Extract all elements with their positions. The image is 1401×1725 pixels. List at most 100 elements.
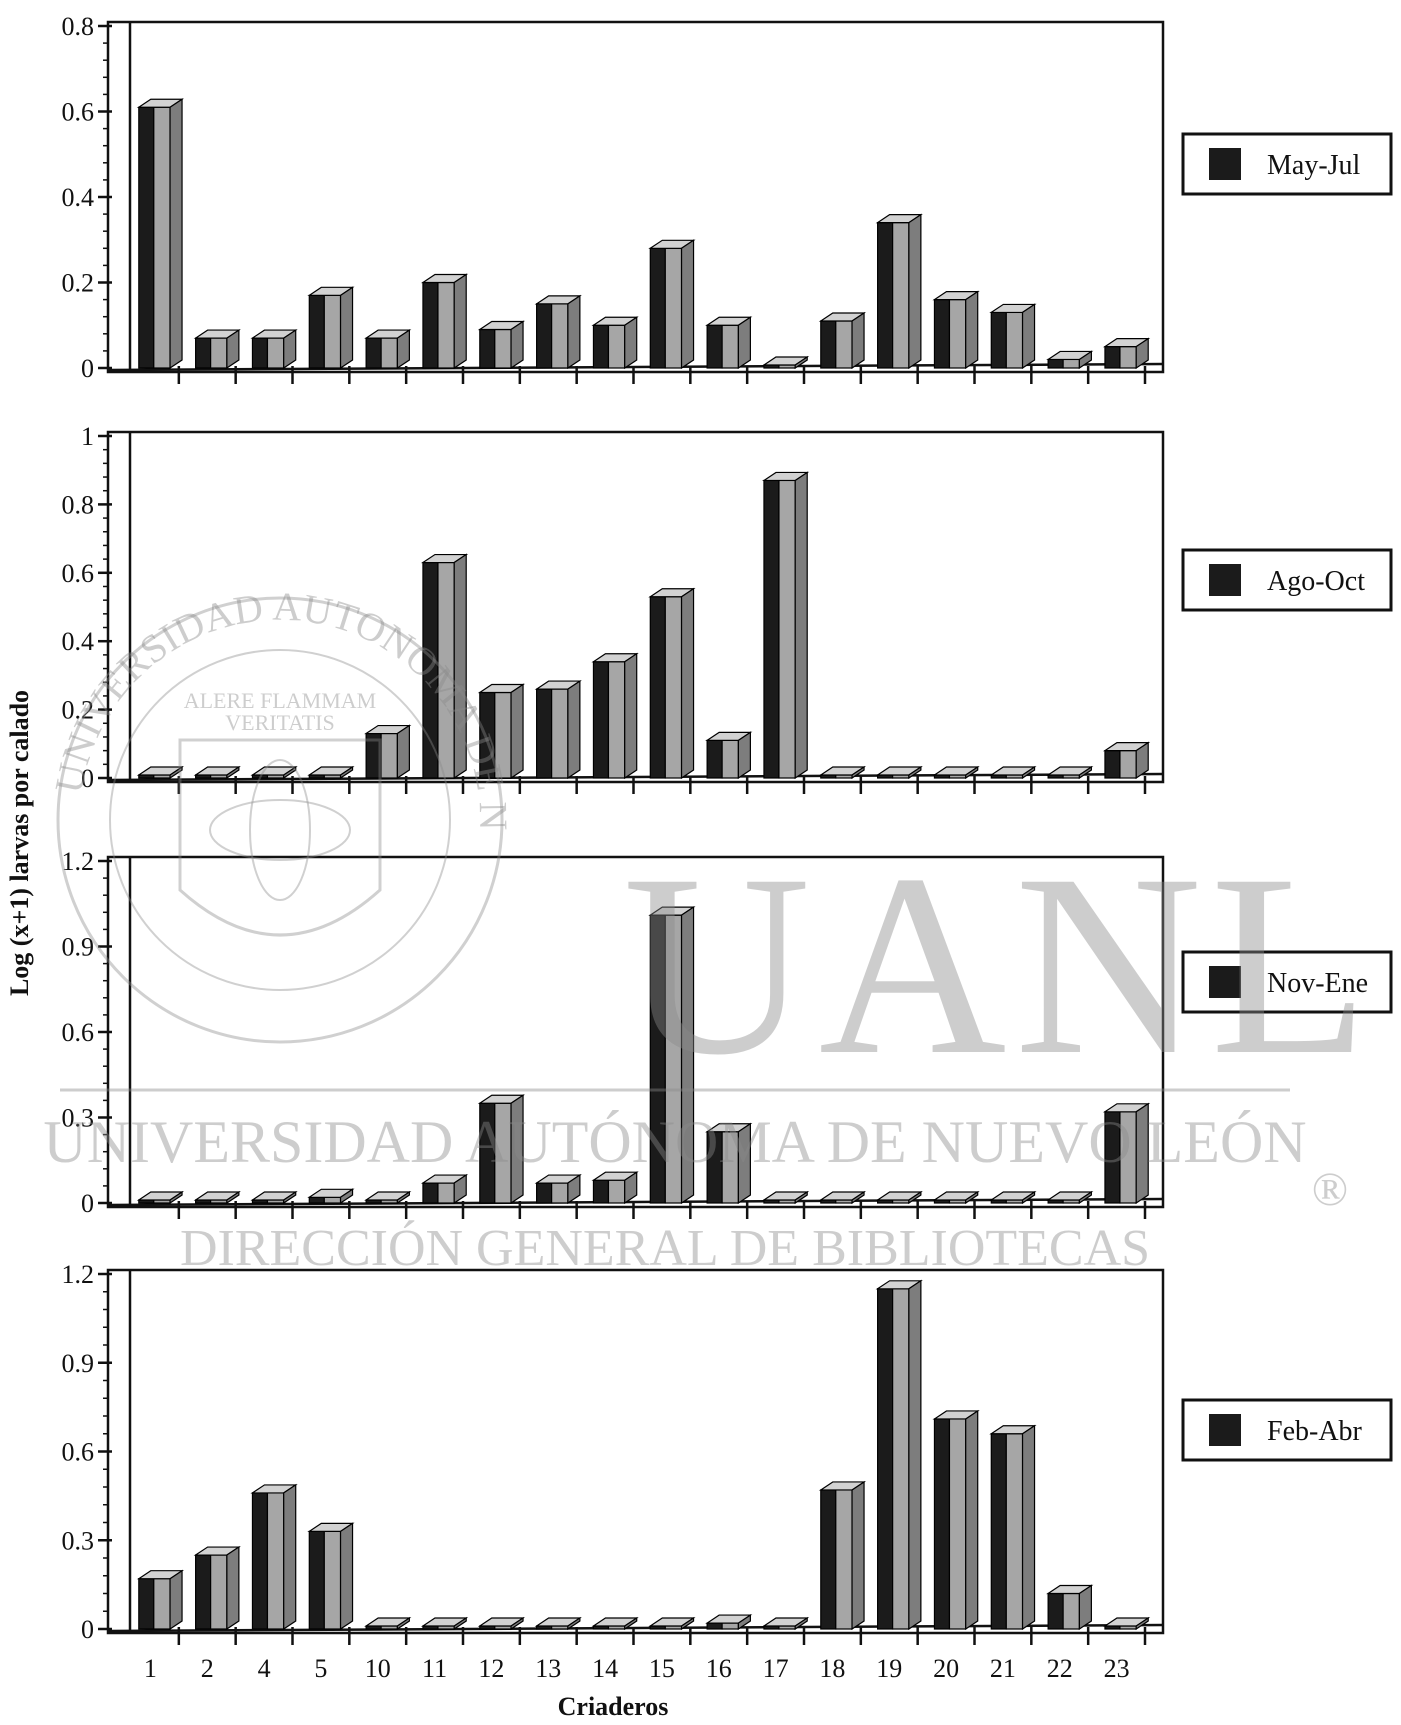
- watermark-uanl: UANL: [623, 821, 1377, 1109]
- x-tick-label: 13: [535, 1654, 561, 1683]
- bar-depth: [908, 1190, 922, 1205]
- panel-nov-ene: 0 0.3 0.6 0.9 1.2 Nov-Ene: [62, 847, 1393, 1219]
- bar-front: [649, 596, 666, 779]
- bar-depth: [680, 906, 695, 1205]
- legend-label: Ago-Oct: [1267, 566, 1365, 597]
- bar-front: [422, 1182, 439, 1204]
- bar-side: [380, 732, 398, 779]
- bar-depth: [169, 765, 183, 780]
- bar: [875, 1190, 923, 1205]
- y-tick-label: 0: [81, 354, 94, 383]
- bar-side: [835, 1489, 853, 1630]
- panel-may-jul: 0 0.2 0.4 0.6 0.8 May-Jul: [62, 12, 1393, 384]
- y-tick-label: 1: [81, 422, 94, 451]
- bar: [1102, 741, 1151, 780]
- bar-side: [1119, 750, 1137, 779]
- bar-side: [1119, 346, 1137, 369]
- x-tick-label: 14: [592, 1654, 618, 1683]
- bar-depth: [1135, 741, 1149, 780]
- bar-depth: [510, 1616, 524, 1631]
- bar: [534, 1173, 582, 1205]
- bar-front: [1047, 1592, 1064, 1630]
- bar: [477, 683, 526, 780]
- bar: [364, 1190, 412, 1205]
- legend-label: Feb-Abr: [1267, 1416, 1363, 1447]
- bar-side: [323, 1530, 342, 1630]
- bar: [1102, 337, 1151, 370]
- bar-front: [649, 247, 666, 369]
- bar-depth: [624, 652, 638, 780]
- bar: [818, 311, 867, 370]
- bar-front: [138, 106, 155, 369]
- bar-depth: [965, 290, 979, 370]
- bar-depth: [1135, 1616, 1149, 1631]
- legend-swatch: [1209, 564, 1241, 596]
- bar-side: [380, 337, 398, 369]
- bar: [364, 1616, 412, 1631]
- bar-side: [551, 1182, 569, 1204]
- bar-depth: [339, 286, 354, 370]
- bar-depth: [396, 724, 410, 780]
- legend-swatch: [1209, 966, 1241, 998]
- bar-side: [437, 1182, 455, 1204]
- bar-front: [308, 294, 325, 369]
- bar-side: [607, 324, 626, 369]
- bar: [761, 355, 810, 370]
- bar-depth: [624, 316, 638, 370]
- bar-side: [323, 1196, 342, 1204]
- y-tick-label: 0.9: [62, 1349, 95, 1378]
- bar-depth: [851, 765, 865, 780]
- y-tick-label: 0.8: [62, 490, 95, 519]
- y-tick-label: 0.4: [62, 627, 95, 656]
- bar-side: [1062, 358, 1080, 369]
- bar: [932, 1409, 980, 1631]
- bar-depth: [1078, 1190, 1092, 1205]
- bar: [136, 1569, 185, 1631]
- bar: [534, 679, 582, 780]
- x-tick-label: 5: [314, 1654, 327, 1683]
- bar-depth: [851, 1190, 865, 1205]
- bar-front: [422, 281, 439, 369]
- bar-side: [892, 1288, 910, 1630]
- bar-front: [990, 311, 1007, 369]
- bar: [932, 1190, 980, 1205]
- bar: [648, 1616, 696, 1631]
- bar-depth: [737, 731, 751, 780]
- bar: [364, 724, 412, 780]
- bar-front: [592, 661, 610, 779]
- y-tick-label: 0.6: [62, 1018, 95, 1047]
- bar: [591, 1616, 639, 1631]
- bar: [1102, 1102, 1151, 1205]
- bar: [761, 1190, 810, 1205]
- bar-side: [892, 222, 910, 369]
- bar: [250, 765, 298, 780]
- bar-front: [592, 324, 610, 369]
- bar-front: [195, 337, 212, 369]
- bar-depth: [737, 316, 751, 370]
- bar-side: [778, 479, 796, 779]
- bar: [989, 1190, 1037, 1205]
- legend-label: Nov-Ene: [1267, 968, 1368, 999]
- bar: [136, 765, 185, 780]
- bar-depth: [226, 765, 240, 780]
- x-tick-label: 16: [706, 1654, 732, 1683]
- x-tick-label: 11: [422, 1654, 447, 1683]
- legend: May-Jul: [1181, 132, 1393, 196]
- bar-depth: [339, 1188, 354, 1205]
- bar: [1046, 350, 1094, 370]
- bar-front: [706, 324, 723, 369]
- bar-front: [536, 1182, 553, 1204]
- y-tick-label: 0.8: [62, 12, 95, 41]
- bar-front: [536, 688, 553, 779]
- bar: [1046, 765, 1094, 780]
- bar-side: [607, 661, 626, 779]
- x-tick-label: 22: [1047, 1654, 1073, 1683]
- y-tick-label: 0.4: [62, 183, 95, 212]
- bar: [193, 765, 241, 780]
- bar-depth: [851, 1480, 865, 1631]
- bar-depth: [624, 1171, 638, 1205]
- bar: [193, 1545, 241, 1631]
- y-tick-label: 0.9: [62, 933, 95, 962]
- bar-depth: [567, 679, 581, 780]
